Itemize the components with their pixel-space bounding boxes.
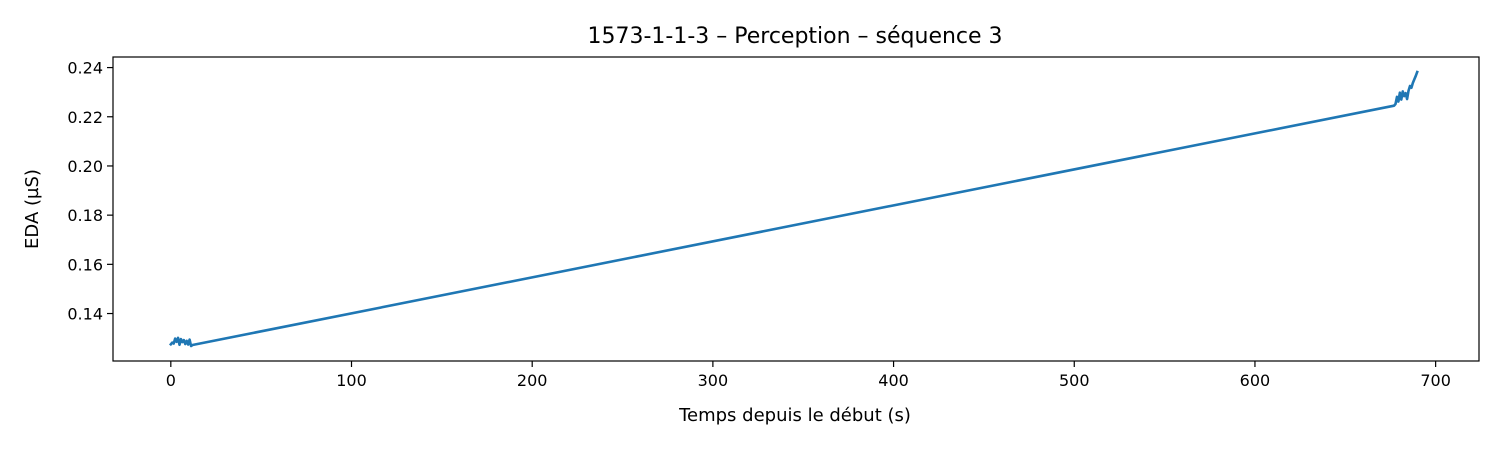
y-tick-label: 0.20 [67,157,103,176]
chart-title: 1573-1-1-3 – Perception – séquence 3 [587,24,1002,49]
x-tick-label: 100 [336,371,367,390]
y-tick-label: 0.22 [67,108,103,127]
x-tick-label: 0 [166,371,176,390]
y-tick-label: 0.16 [67,255,103,274]
y-tick-label: 0.18 [67,206,103,225]
x-tick-label: 700 [1420,371,1451,390]
x-tick-label: 400 [878,371,909,390]
x-tick-label: 500 [1059,371,1090,390]
x-tick-label: 200 [517,371,548,390]
x-tick-label: 600 [1240,371,1271,390]
x-axis: 0 100 200 300 400 500 600 700 [166,361,1451,390]
series-line [168,70,1419,348]
y-axis: 0.14 0.16 0.18 0.20 0.22 0.24 [67,59,113,324]
y-tick-label: 0.14 [67,305,103,324]
y-tick-label: 0.24 [67,59,103,78]
plot-area [168,70,1419,348]
x-axis-label: Temps depuis le début (s) [678,405,911,426]
axes-frame [112,56,1480,362]
x-tick-label: 300 [698,371,729,390]
y-axis-label: EDA (µS) [22,169,43,249]
